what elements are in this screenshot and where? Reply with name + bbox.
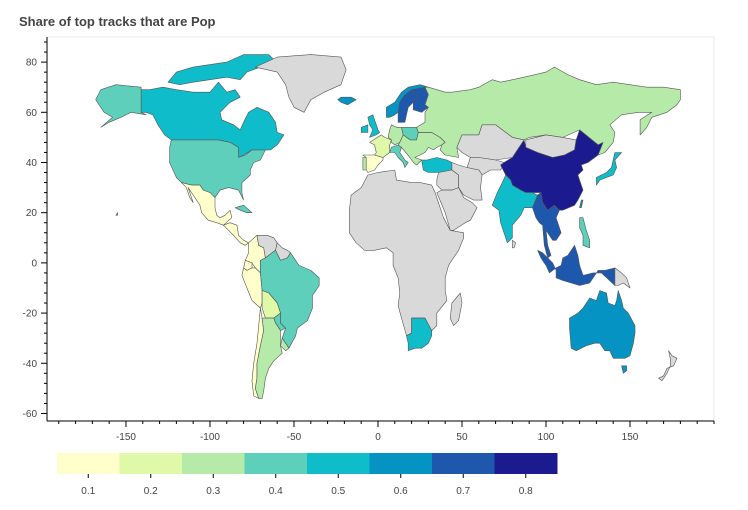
colorbar-swatch — [119, 453, 183, 474]
x-tick-label: 0 — [375, 432, 381, 443]
x-tick-label: 150 — [622, 432, 639, 443]
chart-title: Share of top tracks that are Pop — [19, 14, 216, 29]
region-greenland[interactable] — [255, 54, 347, 113]
region-hawaii[interactable] — [115, 212, 118, 216]
y-tick-label: -20 — [23, 309, 38, 320]
x-tick-label: 100 — [538, 432, 555, 443]
region-ireland[interactable] — [360, 124, 369, 133]
y-tick-label: -40 — [23, 359, 38, 370]
region-africa[interactable] — [349, 169, 465, 337]
region-indonesia[interactable] — [537, 245, 616, 286]
region-cuba[interactable] — [234, 204, 253, 213]
colorbar-swatch — [182, 453, 245, 474]
colorbar-tick-label: 0.3 — [206, 486, 220, 497]
y-tick-label: 20 — [26, 208, 38, 219]
colorbar-swatch — [57, 453, 120, 474]
colorbar-tick-label: 0.4 — [269, 486, 283, 497]
colorbar-tick-label: 0.7 — [456, 486, 470, 497]
colorbar-tick-label: 0.6 — [394, 486, 408, 497]
colorbar-swatch — [369, 453, 433, 474]
region-new-zealand[interactable] — [658, 350, 678, 382]
region-alaska[interactable] — [95, 84, 147, 128]
colorbar-swatch — [244, 453, 308, 474]
x-tick-label: -150 — [116, 432, 136, 443]
x-axis: -150 -100 -50 0 50 100 150 — [47, 420, 715, 443]
region-australia[interactable] — [569, 290, 636, 359]
colorbar-tick-label: 0.5 — [331, 486, 345, 497]
region-south-africa[interactable] — [406, 317, 433, 352]
region-papua-new-guinea[interactable] — [614, 267, 631, 289]
region-philippines[interactable] — [579, 217, 591, 249]
region-middle-east[interactable] — [436, 169, 459, 191]
colorbar-swatch — [494, 453, 558, 474]
region-tasmania[interactable] — [621, 365, 627, 374]
region-iran[interactable] — [451, 162, 483, 201]
x-tick-label: -100 — [200, 432, 220, 443]
region-united-kingdom[interactable] — [367, 114, 381, 138]
region-uruguay[interactable] — [280, 337, 290, 352]
y-tick-label: 60 — [26, 108, 38, 119]
colorbar-tick-label: 0.2 — [144, 486, 158, 497]
colorbar-tick-label: 0.8 — [519, 486, 533, 497]
y-tick-label: -60 — [23, 409, 38, 420]
region-sri-lanka[interactable] — [512, 240, 517, 249]
region-italy[interactable] — [389, 144, 409, 168]
y-axis: 80 60 40 20 0 -20 -40 -60 — [23, 37, 48, 421]
colorbar-swatch — [307, 453, 370, 474]
region-portugal[interactable] — [362, 157, 367, 171]
region-russia[interactable] — [416, 66, 681, 158]
colorbar-swatch — [432, 453, 495, 474]
y-tick-label: 0 — [31, 258, 37, 269]
region-southeast-asia[interactable] — [532, 192, 562, 259]
colorbar-tick-label: 0.1 — [81, 486, 95, 497]
region-japan[interactable] — [596, 152, 622, 186]
y-tick-label: 40 — [26, 158, 38, 169]
region-madagascar[interactable] — [449, 292, 463, 326]
region-taiwan[interactable] — [579, 199, 584, 208]
region-argentina[interactable] — [255, 317, 283, 399]
y-tick-label: 80 — [26, 58, 38, 69]
region-iceland[interactable] — [337, 96, 357, 106]
land-layer — [95, 54, 681, 399]
x-tick-label: -50 — [287, 432, 302, 443]
x-tick-label: 50 — [456, 432, 468, 443]
colorbar: 0.1 0.2 0.3 0.4 0.5 0.6 0.7 0.8 — [57, 453, 558, 497]
region-mexico[interactable] — [181, 182, 233, 226]
